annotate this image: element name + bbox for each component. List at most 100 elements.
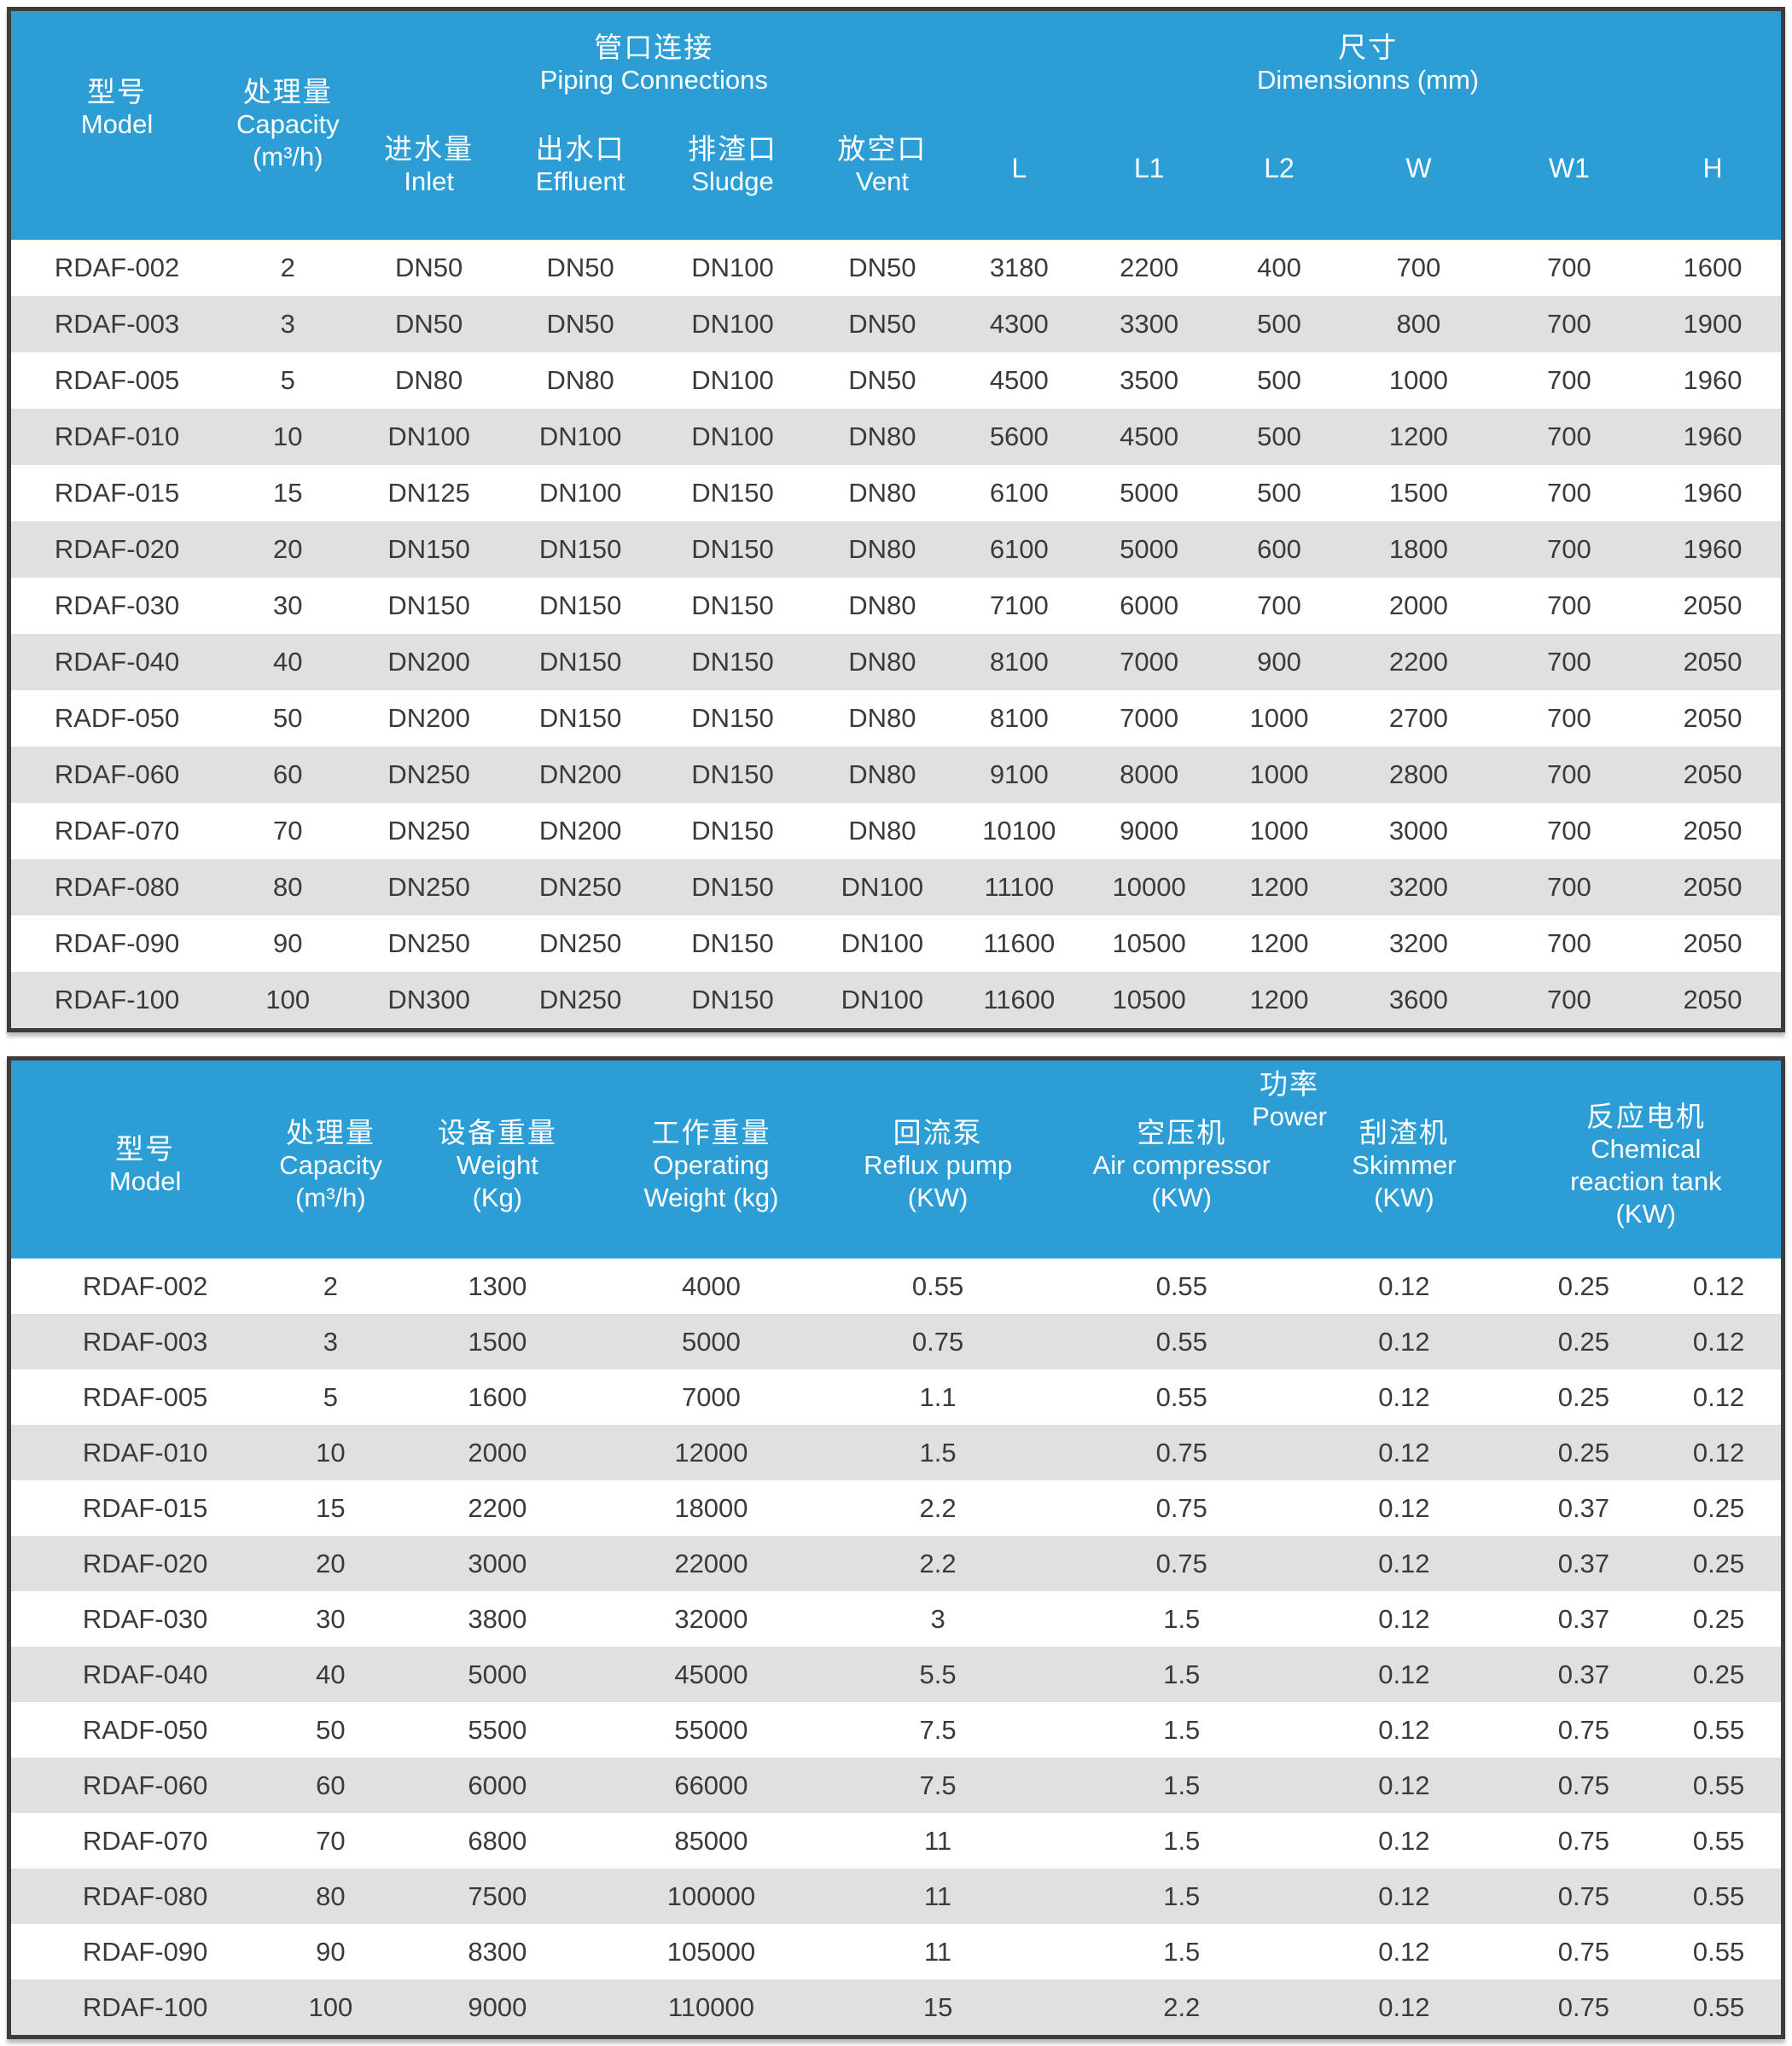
table-cell: DN200 xyxy=(387,703,470,733)
table-cell: DN80 xyxy=(848,703,916,733)
piping-group-zh: 管口连接 xyxy=(594,32,714,63)
table-cell: 0.55 xyxy=(1692,1825,1745,1856)
table-cell: 0.12 xyxy=(1297,1536,1511,1591)
capacity-header-unit: (m³/h) xyxy=(252,142,323,171)
table-cell: DN250 xyxy=(504,972,656,1031)
table-cell: 60 xyxy=(279,1758,382,1813)
table-cell: 4000 xyxy=(681,1270,741,1301)
table-cell: RADF-050 xyxy=(82,1714,208,1745)
table-cell: 30 xyxy=(273,590,303,620)
group-header-piping-connections: 管口连接 Piping Connections xyxy=(352,9,956,113)
table-cell: 1300 xyxy=(468,1270,527,1301)
table-cell: 9100 xyxy=(955,747,1084,803)
table-row: RDAF-003 3 DN50 DN50 DN100 DN50 4300 3300 500 800… xyxy=(9,296,1783,352)
table-cell: 11 xyxy=(923,1936,952,1967)
table-cell: DN80 xyxy=(809,747,956,803)
table-cell: 3 xyxy=(223,296,353,352)
column-header-inlet: 进水量 Inlet xyxy=(352,113,505,240)
group-header-power: 功率 Power xyxy=(1252,1068,1327,1133)
table-cell: 15 xyxy=(809,1979,1067,2037)
table-cell: 0.25 xyxy=(1692,1603,1745,1634)
table-cell: 600 xyxy=(1214,521,1344,578)
table-cell: DN300 xyxy=(352,972,505,1031)
table-cell: DN100 xyxy=(809,859,956,915)
table-cell: 1800 xyxy=(1343,521,1494,578)
piping-dimensions-tbody: RDAF-002 2 DN50 DN50 DN100 DN50 3180 2200 400 700… xyxy=(9,240,1783,1031)
table-cell: DN250 xyxy=(504,859,656,915)
table-cell: 1000 xyxy=(1388,365,1448,395)
table-cell: 1960 xyxy=(1644,409,1783,465)
table-cell: 0.75 xyxy=(1557,1714,1610,1745)
table-cell: 2700 xyxy=(1388,703,1448,733)
table-cell: 0.55 xyxy=(1692,1936,1745,1967)
column-header-W1: W1 xyxy=(1493,113,1645,240)
table-cell: DN50 xyxy=(848,365,916,395)
table-cell: 0.55 xyxy=(911,1270,964,1301)
table-row: RDAF-030 30 3800 32000 3 1.5 0.12 0.37 0.25 xyxy=(9,1591,1783,1647)
table-cell: DN50 xyxy=(809,296,956,352)
piping-dimensions-table-wrap: 型号 Model 处理量 Capacity (m³/h) 管口连接 Piping… xyxy=(7,7,1785,1032)
table-row: RDAF-010 10 DN100 DN100 DN100 DN80 5600 4500 500… xyxy=(9,409,1783,465)
table-cell: 0.12 xyxy=(1297,1314,1511,1369)
column-header-reflux-pump: 回流泵 Reflux pump (KW) xyxy=(809,1058,1067,1258)
table-cell: 3600 xyxy=(1343,972,1494,1031)
table-cell: 7500 xyxy=(381,1869,614,1924)
table-cell: 11600 xyxy=(983,928,1056,958)
table-cell: DN125 xyxy=(387,478,470,508)
table-cell: RDAF-100 xyxy=(9,972,224,1031)
table-cell: 0.25 xyxy=(1557,1381,1610,1412)
table-cell: 0.37 xyxy=(1557,1492,1610,1523)
table-cell: 0.12 xyxy=(1692,1270,1745,1301)
table-cell: 5 xyxy=(323,1381,339,1412)
table-cell: DN250 xyxy=(387,928,470,958)
table-cell: 1200 xyxy=(1214,859,1344,915)
table-cell: 2000 xyxy=(381,1425,614,1480)
table-cell: 0.75 xyxy=(1066,1536,1298,1591)
table-cell: 700 xyxy=(1493,747,1645,803)
table-cell: 0.75 xyxy=(1557,1936,1610,1967)
table-cell: DN50 xyxy=(848,253,916,282)
table-cell: 0.12 xyxy=(1378,1492,1430,1523)
table-cell: DN150 xyxy=(691,478,774,508)
table-cell: 2050 xyxy=(1644,859,1783,915)
table-cell: DN200 xyxy=(352,634,505,690)
table-cell: 2.2 xyxy=(809,1536,1067,1591)
table-cell: 1.5 xyxy=(1066,1647,1298,1702)
table-cell: 400 xyxy=(1257,253,1301,282)
table-cell: 3800 xyxy=(468,1603,527,1634)
table-cell: 2 xyxy=(323,1270,339,1301)
table-cell: 1600 xyxy=(468,1381,527,1412)
table-cell: 0.12 xyxy=(1692,1381,1745,1412)
model-header-en: Model xyxy=(80,109,154,139)
capacity-header-en: Capacity xyxy=(236,109,340,139)
table-cell: 2050 xyxy=(1683,928,1743,958)
table-cell: 50 xyxy=(316,1714,346,1745)
table-row: RDAF-040 40 5000 45000 5.5 1.5 0.12 0.37 0.25 xyxy=(9,1647,1783,1702)
table-row: RDAF-015 15 DN125 DN100 DN150 DN80 6100 5000 500… xyxy=(9,465,1783,521)
table-cell: 1.5 xyxy=(1066,1758,1298,1813)
table-cell: DN250 xyxy=(387,816,470,846)
table-cell: DN150 xyxy=(538,703,622,733)
table-cell: 0.12 xyxy=(1297,1425,1511,1480)
table-cell: 700 xyxy=(1546,816,1591,846)
table-cell: 5000 xyxy=(381,1647,614,1702)
table-cell: 1.5 xyxy=(1163,1603,1201,1634)
column-header-air-compressor: 空压机 Air compressor (KW) xyxy=(1066,1058,1298,1258)
table-cell: 6100 xyxy=(989,478,1049,508)
table-row: RDAF-070 70 6800 85000 11 1.5 0.12 0.75 0.55 xyxy=(9,1813,1783,1869)
table-cell: DN100 xyxy=(691,253,774,282)
table-cell: 0.75 xyxy=(1510,1758,1657,1813)
table-row: RDAF-060 60 DN250 DN200 DN150 DN80 9100 8000 100… xyxy=(9,747,1783,803)
table-cell: 22000 xyxy=(613,1536,810,1591)
table-cell: RDAF-070 xyxy=(82,1825,208,1856)
table-cell: 700 xyxy=(1493,859,1645,915)
table-cell: DN250 xyxy=(352,859,505,915)
table-cell: DN80 xyxy=(848,478,916,508)
column-header-L: L xyxy=(955,113,1084,240)
table-cell: 1.5 xyxy=(1163,1714,1201,1745)
table-row: RDAF-002 2 DN50 DN50 DN100 DN50 3180 2200 400 700… xyxy=(9,240,1783,296)
table-cell: 0.75 xyxy=(1155,1492,1207,1523)
table-cell: 0.25 xyxy=(1557,1270,1610,1301)
table-cell: 0.37 xyxy=(1557,1603,1610,1634)
table-cell: 0.55 xyxy=(1692,1714,1745,1745)
